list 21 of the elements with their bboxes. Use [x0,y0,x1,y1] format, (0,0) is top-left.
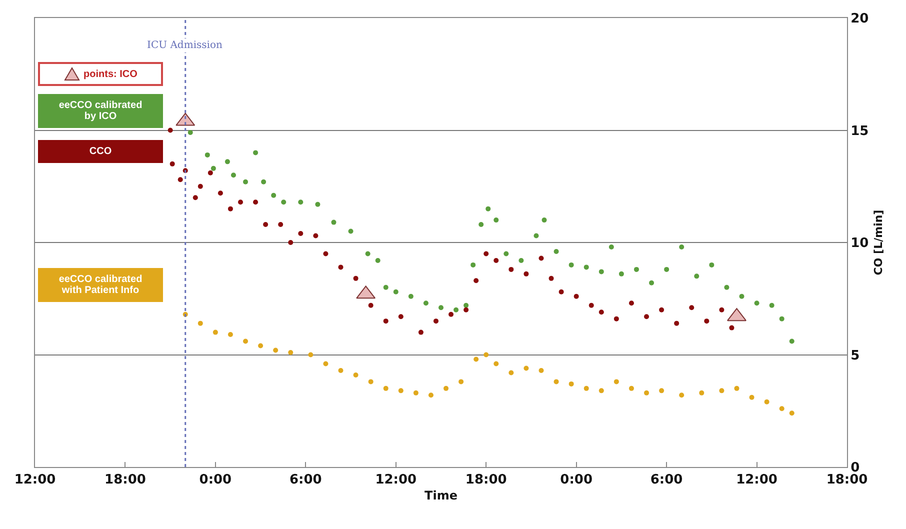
x-tick-label: 12:00 [736,472,778,488]
x-tick-label: 18:00 [104,472,146,488]
x-axis-title: Time [424,488,458,502]
y-tick-label: 20 [850,12,869,27]
legend-label: points: ICO [84,68,138,80]
text: eeCCO calibrated by ICO [38,94,163,128]
x-tick-label: 6:00 [650,472,683,488]
text: eeCCO calibrated with Patient Info [38,268,163,302]
x-tick-label: 18:00 [465,472,507,488]
y-tick-label: 10 [850,236,869,252]
x-tick-label: 12:00 [375,472,417,488]
x-tick-label: 18:00 [826,472,868,488]
x-tick-label: 6:00 [290,472,322,488]
x-tick-label: 12:00 [14,472,56,488]
y-tick-label: 15 [850,124,869,139]
ref-line-label: ICU Admission [147,40,223,51]
text: CCO [38,140,163,163]
y-tick-label: 5 [850,348,860,364]
x-tick-label: 0:00 [199,472,232,488]
x-tick-label: 0:00 [560,472,592,488]
y-axis-title: CO [L/min] [872,210,885,276]
